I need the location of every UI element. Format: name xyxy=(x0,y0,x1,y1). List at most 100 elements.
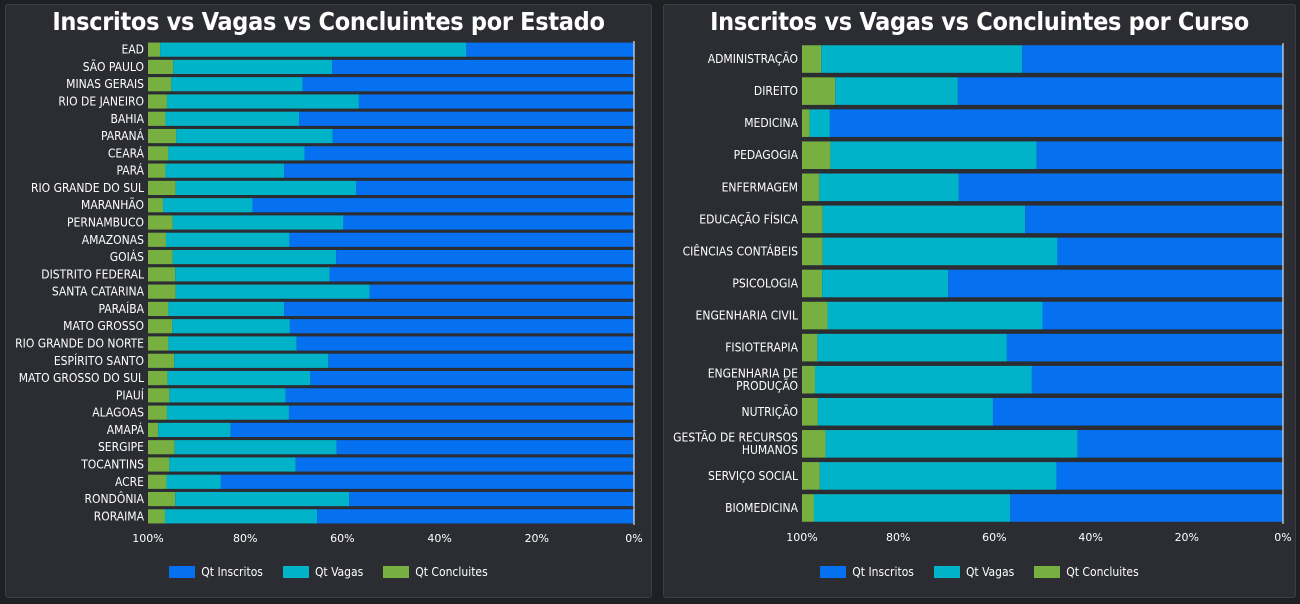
bar-segment-concluintes[interactable] xyxy=(148,370,168,386)
bar-segment-vagas[interactable] xyxy=(809,109,830,137)
bar-segment-inscritos[interactable] xyxy=(958,173,1283,202)
bar-segment-vagas[interactable] xyxy=(168,301,285,317)
bar-segment-vagas[interactable] xyxy=(158,422,231,438)
bar-segment-vagas[interactable] xyxy=(165,111,300,126)
bar-segment-inscritos[interactable] xyxy=(252,198,635,213)
bar-segment-vagas[interactable] xyxy=(167,370,311,386)
bar-segment-inscritos[interactable] xyxy=(302,77,634,92)
legend-item-concluintes[interactable]: Qt Concluites xyxy=(383,565,488,579)
bar-segment-inscritos[interactable] xyxy=(349,491,634,507)
bar-segment-inscritos[interactable] xyxy=(285,388,634,403)
bar-segment-vagas[interactable] xyxy=(822,237,1058,266)
bar-segment-vagas[interactable] xyxy=(822,205,1026,234)
bar-segment-inscritos[interactable] xyxy=(220,474,634,489)
bar-segment-vagas[interactable] xyxy=(174,353,329,368)
bar-segment-inscritos[interactable] xyxy=(336,440,634,455)
bar-segment-inscritos[interactable] xyxy=(957,77,1283,105)
bar-segment-vagas[interactable] xyxy=(172,319,290,334)
bar-segment-vagas[interactable] xyxy=(819,462,1057,490)
bar-segment-vagas[interactable] xyxy=(169,388,286,403)
bar-segment-inscritos[interactable] xyxy=(343,215,634,230)
bar-segment-vagas[interactable] xyxy=(165,232,290,247)
bar-segment-inscritos[interactable] xyxy=(295,457,634,472)
bar-segment-concluintes[interactable] xyxy=(148,474,167,489)
bar-segment-vagas[interactable] xyxy=(175,267,330,282)
bar-segment-vagas[interactable] xyxy=(169,457,296,472)
bar-segment-concluintes[interactable] xyxy=(802,462,820,490)
bar-segment-vagas[interactable] xyxy=(165,163,285,178)
bar-segment-inscritos[interactable] xyxy=(358,94,634,109)
bar-segment-inscritos[interactable] xyxy=(356,180,634,196)
bar-segment-vagas[interactable] xyxy=(166,94,359,109)
bar-segment-inscritos[interactable] xyxy=(1042,301,1284,330)
bar-segment-concluintes[interactable] xyxy=(148,336,169,351)
bar-segment-inscritos[interactable] xyxy=(299,111,634,126)
bar-segment-vagas[interactable] xyxy=(819,173,959,202)
bar-segment-inscritos[interactable] xyxy=(329,267,634,282)
bar-segment-concluintes[interactable] xyxy=(148,388,170,403)
bar-segment-vagas[interactable] xyxy=(168,336,297,351)
legend-item-concluintes[interactable]: Qt Concluites xyxy=(1034,565,1139,579)
bar-segment-concluintes[interactable] xyxy=(802,301,828,330)
bar-segment-inscritos[interactable] xyxy=(1036,141,1283,170)
bar-segment-vagas[interactable] xyxy=(172,249,337,265)
bar-segment-vagas[interactable] xyxy=(175,284,370,299)
bar-segment-inscritos[interactable] xyxy=(289,319,634,334)
bar-segment-concluintes[interactable] xyxy=(802,430,826,458)
bar-segment-inscritos[interactable] xyxy=(466,42,634,57)
bar-segment-vagas[interactable] xyxy=(172,215,344,230)
bar-segment-concluintes[interactable] xyxy=(148,111,166,126)
bar-segment-vagas[interactable] xyxy=(173,59,333,75)
bar-segment-vagas[interactable] xyxy=(827,301,1043,330)
bar-segment-vagas[interactable] xyxy=(835,77,958,105)
bar-segment-vagas[interactable] xyxy=(825,430,1078,458)
bar-segment-inscritos[interactable] xyxy=(284,301,634,317)
bar-segment-inscritos[interactable] xyxy=(230,422,634,438)
bar-segment-concluintes[interactable] xyxy=(148,267,176,282)
bar-segment-inscritos[interactable] xyxy=(289,232,634,247)
bar-segment-concluintes[interactable] xyxy=(148,198,164,213)
bar-segment-concluintes[interactable] xyxy=(148,319,173,334)
bar-segment-concluintes[interactable] xyxy=(148,77,172,92)
bar-segment-inscritos[interactable] xyxy=(1006,333,1283,362)
bar-segment-vagas[interactable] xyxy=(166,405,289,420)
bar-segment-inscritos[interactable] xyxy=(1031,365,1283,394)
legend-item-vagas[interactable]: Qt Vagas xyxy=(282,565,363,579)
bar-segment-vagas[interactable] xyxy=(814,494,1011,522)
legend-item-inscritos[interactable]: Qt Inscritos xyxy=(169,565,263,579)
bar-segment-inscritos[interactable] xyxy=(1057,237,1283,266)
bar-segment-concluintes[interactable] xyxy=(148,146,169,161)
bar-segment-inscritos[interactable] xyxy=(1056,462,1283,490)
bar-segment-concluintes[interactable] xyxy=(802,269,823,298)
bar-segment-vagas[interactable] xyxy=(817,397,993,426)
bar-segment-vagas[interactable] xyxy=(814,365,1032,394)
bar-segment-concluintes[interactable] xyxy=(802,205,823,234)
bar-segment-vagas[interactable] xyxy=(175,180,357,196)
bar-segment-inscritos[interactable] xyxy=(1077,430,1283,458)
bar-segment-inscritos[interactable] xyxy=(304,146,634,161)
bar-segment-vagas[interactable] xyxy=(166,474,221,489)
bar-segment-vagas[interactable] xyxy=(176,128,333,144)
bar-segment-concluintes[interactable] xyxy=(148,457,170,472)
bar-segment-concluintes[interactable] xyxy=(148,59,174,75)
bar-segment-concluintes[interactable] xyxy=(148,42,161,57)
bar-segment-concluintes[interactable] xyxy=(148,405,167,420)
bar-segment-inscritos[interactable] xyxy=(284,163,634,178)
bar-segment-inscritos[interactable] xyxy=(336,249,634,265)
bar-segment-concluintes[interactable] xyxy=(148,422,159,438)
bar-segment-concluintes[interactable] xyxy=(148,94,167,109)
bar-segment-concluintes[interactable] xyxy=(802,494,815,522)
bar-segment-concluintes[interactable] xyxy=(148,491,176,507)
bar-segment-inscritos[interactable] xyxy=(1025,205,1283,234)
bar-segment-vagas[interactable] xyxy=(174,440,337,455)
bar-segment-concluintes[interactable] xyxy=(148,215,173,230)
bar-segment-concluintes[interactable] xyxy=(148,180,176,196)
bar-segment-inscritos[interactable] xyxy=(369,284,634,299)
bar-segment-vagas[interactable] xyxy=(171,77,303,92)
bar-segment-vagas[interactable] xyxy=(168,146,305,161)
bar-segment-concluintes[interactable] xyxy=(148,284,176,299)
bar-segment-concluintes[interactable] xyxy=(148,232,166,247)
bar-segment-concluintes[interactable] xyxy=(802,109,810,137)
bar-segment-inscritos[interactable] xyxy=(1022,45,1283,73)
bar-segment-vagas[interactable] xyxy=(163,198,253,213)
